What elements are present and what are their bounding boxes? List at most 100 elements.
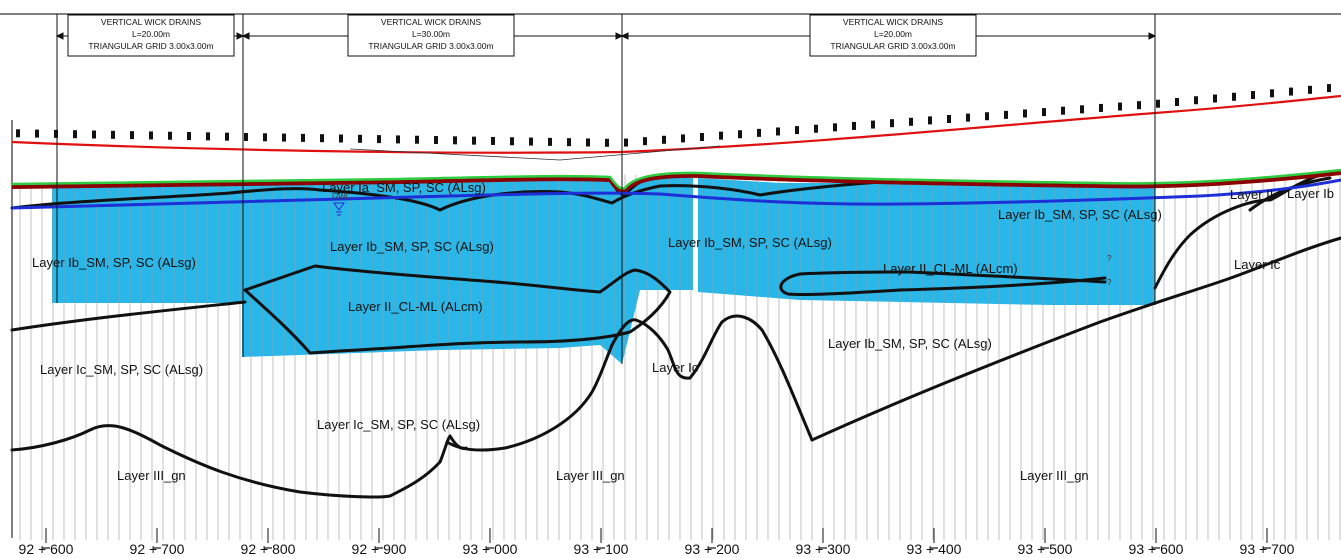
tick-marker	[567, 138, 571, 147]
tick-marker	[130, 131, 134, 140]
layer-label-iii-right: Layer III_gn	[1020, 468, 1089, 483]
tick-marker	[871, 120, 875, 129]
layer-label-ia: Layer Ia_SM, SP, SC (ALsg)	[322, 180, 486, 195]
drain-lines	[19, 171, 1341, 540]
tick-marker	[1137, 101, 1141, 110]
drain-zone-1-line2: L=20.00m	[132, 29, 170, 39]
layer-label-ic-pocket: Layer Ic	[652, 360, 699, 375]
drain-zone-3-line3: TRIANGULAR GRID 3.00x3.00m	[830, 41, 955, 51]
tick-marker	[548, 137, 552, 146]
tick-marker	[852, 121, 856, 130]
layer-label-iii-center: Layer III_gn	[556, 468, 625, 483]
groundwater-line	[11, 178, 1341, 210]
tick-marker	[415, 135, 419, 144]
chainage-label: 93 + 200	[685, 541, 740, 557]
tick-marker	[168, 131, 172, 140]
layer-boundaries	[10, 170, 1341, 499]
boundary-ia-ib	[10, 180, 882, 212]
tick-marker	[738, 130, 742, 139]
tick-marker	[1327, 84, 1331, 93]
tick-marker	[282, 133, 286, 142]
groundwater-marker	[333, 202, 345, 216]
tick-marker	[1042, 108, 1046, 117]
ground-surface-line	[11, 168, 1341, 190]
drain-zone-3-line1: VERTICAL WICK DRAINS	[843, 17, 943, 27]
chainage-label: 93 + 600	[1129, 541, 1184, 557]
tick-marker	[396, 135, 400, 144]
chainage-axis: 92 + 600 92 + 700 92 + 800 92 + 900 93 + 000…	[19, 528, 1295, 557]
chainage-label: 93 + 000	[463, 541, 518, 557]
tick-marker	[985, 112, 989, 121]
tick-marker	[92, 130, 96, 139]
tick-marker	[757, 128, 761, 137]
tick-marker	[1099, 103, 1103, 112]
layer-label-ii-right: Layer II_CL-ML (ALcm)	[883, 261, 1018, 276]
tick-marker	[966, 113, 970, 122]
tick-marker	[1004, 110, 1008, 119]
layer-label-ic-left: Layer Ic_SM, SP, SC (ALsg)	[40, 362, 203, 377]
drain-zone-box-3: VERTICAL WICK DRAINS L=20.00m TRIANGULAR…	[809, 14, 977, 57]
boundary-ib-ic-right-2	[1248, 176, 1332, 212]
tick-marker	[1175, 97, 1179, 106]
tick-marker	[1194, 96, 1198, 105]
tick-marker	[529, 137, 533, 146]
design-grade-line	[11, 94, 1341, 154]
chainage-label: 93 + 700	[1240, 541, 1295, 557]
tick-marker	[187, 132, 191, 141]
tick-marker	[1251, 91, 1255, 100]
boundary-ic-local-2	[445, 343, 614, 452]
boundary-ic-local-1	[610, 314, 814, 442]
fill-thin-line	[349, 145, 721, 161]
tick-marker	[1270, 89, 1274, 98]
chainage-label: 93 + 500	[1018, 541, 1073, 557]
tick-marker	[1080, 105, 1084, 114]
layer-label-ib-lower: Layer Ib_SM, SP, SC (ALsg)	[828, 336, 992, 351]
tick-marker	[643, 137, 647, 146]
treated-zone-left	[52, 177, 693, 364]
layer-labels: Layer Ia_SM, SP, SC (ALsg) Layer Ib_SM, …	[32, 180, 1334, 483]
tick-marker	[111, 130, 115, 139]
layer-label-ic-center: Layer Ic_SM, SP, SC (ALsg)	[317, 417, 480, 432]
drain-zone-1-line3: TRIANGULAR GRID 3.00x3.00m	[88, 41, 213, 51]
tick-marker	[890, 119, 894, 128]
layer-label-ib-right-top: Layer Ib_SM, SP, SC (ALsg)	[998, 207, 1162, 222]
drain-zone-1-line1: VERTICAL WICK DRAINS	[101, 17, 201, 27]
chainage-label: 93 + 300	[796, 541, 851, 557]
tick-marker	[1232, 92, 1236, 101]
layer-label-ib-center: Layer Ib_SM, SP, SC (ALsg)	[330, 239, 494, 254]
tick-marker	[358, 134, 362, 143]
tick-marker	[301, 133, 305, 142]
drain-zone-2-line3: TRIANGULAR GRID 3.00x3.00m	[368, 41, 493, 51]
embankment-base-line	[11, 171, 1341, 194]
tick-marker	[263, 133, 267, 142]
tick-marker	[1118, 102, 1122, 111]
drain-zone-3-line2: L=20.00m	[874, 29, 912, 39]
unknown-mark-2: ?	[1107, 254, 1112, 263]
chainage-label: 93 + 100	[574, 541, 629, 557]
boundary-ib-ic-left	[10, 300, 247, 332]
tick-marker	[624, 138, 628, 147]
unknown-mark-1: ?	[1107, 278, 1112, 287]
layer-label-ic-right: Layer Ic	[1234, 257, 1281, 272]
drain-zone-2-line2: L=30.00m	[412, 29, 450, 39]
tick-marker	[1308, 85, 1312, 94]
tick-marker	[776, 127, 780, 136]
tick-marker	[605, 138, 609, 147]
layer-label-ii-left: Layer II_CL-ML (ALcm)	[348, 299, 483, 314]
layer-label-ib-edge: Layer Ib	[1287, 186, 1334, 201]
tick-marker	[1023, 109, 1027, 118]
lens-ii-left	[243, 264, 672, 355]
layer-label-ii-edge: Layer II	[1230, 187, 1273, 202]
tick-marker	[54, 129, 58, 138]
tick-marker	[719, 131, 723, 140]
tick-marker	[244, 132, 248, 141]
drain-zone-box-1: VERTICAL WICK DRAINS L=20.00m TRIANGULAR…	[67, 14, 235, 57]
tick-marker	[377, 135, 381, 144]
drain-zone-2-line1: VERTICAL WICK DRAINS	[381, 17, 481, 27]
layer-label-iii-left: Layer III_gn	[117, 468, 186, 483]
layer-label-ib-mid: Layer Ib_SM, SP, SC (ALsg)	[668, 235, 832, 250]
tick-marker	[586, 138, 590, 147]
tick-marker	[700, 133, 704, 142]
tick-marker	[320, 134, 324, 143]
